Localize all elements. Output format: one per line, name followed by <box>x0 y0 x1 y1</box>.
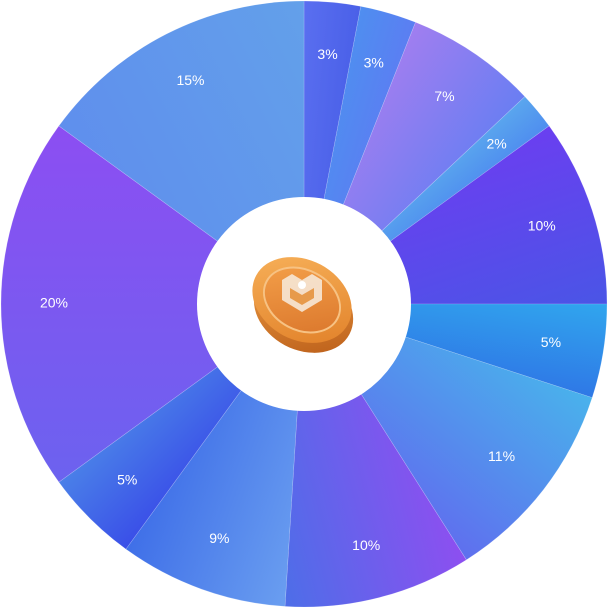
wheel-segment-label: 20% <box>40 295 68 311</box>
coin-icon <box>252 257 354 353</box>
wheel-segment-label: 3% <box>317 46 337 62</box>
wheel-segment-label: 7% <box>434 88 454 104</box>
wheel-segment-label: 3% <box>364 55 384 71</box>
wheel-segment-11 <box>0 125 305 483</box>
wheel-segment-label: 10% <box>352 537 380 553</box>
wheel-segment-label: 11% <box>488 448 515 464</box>
wheel-segment-label: 9% <box>209 530 229 546</box>
wheel-labels: 3% 3% 7% 2% 10% 5% 11% 10% 9% 5% 20% 15% <box>40 46 561 553</box>
wheel-segment-label: 10% <box>528 217 556 233</box>
wheel-segment-label: 15% <box>176 72 204 88</box>
wheel-segment-label: 5% <box>541 334 561 350</box>
wheel-segment-label: 5% <box>117 471 137 487</box>
wheel-segment-label: 2% <box>487 135 507 151</box>
